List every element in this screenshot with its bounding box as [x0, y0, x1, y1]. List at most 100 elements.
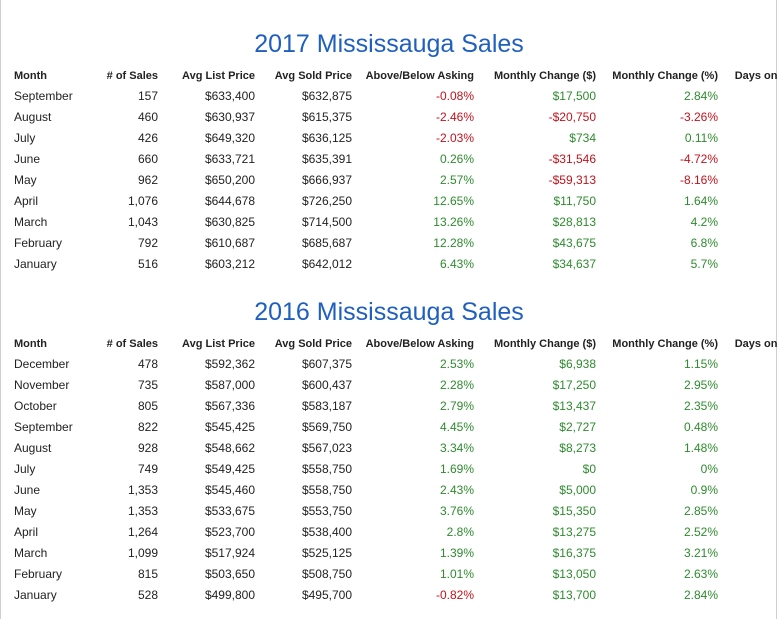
cell-days-on-market: 10 [724, 521, 778, 542]
cell-avg-sold-price: $567,023 [301, 440, 352, 455]
cell-monthly-change-percent: 0.9% [690, 482, 718, 497]
page-border-right [776, 0, 777, 619]
table-row: March 1,043 $630,825 $714,500 13.26% $28,813 4… [8, 211, 778, 232]
column-header-above-below-asking: Above/Below Asking [365, 337, 474, 350]
cell-month: August [14, 109, 52, 124]
cell-avg-sold-price: $632,875 [301, 88, 352, 103]
cell-monthly-change-dollars: $0 [582, 461, 596, 476]
cell-above-below-asking: -0.08% [435, 88, 474, 103]
cell-avg-list-price: $649,320 [204, 130, 255, 145]
column-header-avg-list-price: Avg List Price [182, 337, 255, 350]
cell-month: August [14, 440, 52, 455]
cell-above-below-asking: 3.76% [439, 503, 474, 518]
cell-monthly-change-dollars: $2,727 [559, 419, 596, 434]
sales-table: Month # of Sales Avg List Price Avg Sold… [8, 328, 778, 605]
cell-month: December [14, 356, 70, 371]
cell-month: February [14, 235, 63, 250]
table-row: February 792 $610,687 $685,687 12.28% $43,675… [8, 232, 778, 253]
table-row: April 1,264 $523,700 $538,400 2.8% $13,275 2.5… [8, 521, 778, 542]
cell-days-on-market: 11 [724, 416, 778, 437]
cell-monthly-change-dollars: $43,675 [552, 235, 596, 250]
cell-above-below-asking: 3.34% [439, 440, 474, 455]
cell-avg-sold-price: $558,750 [301, 461, 352, 476]
cell-monthly-change-percent: 2.85% [683, 503, 718, 518]
cell-above-below-asking: 2.28% [439, 377, 474, 392]
cell-above-below-asking: 2.79% [439, 398, 474, 413]
table-row: August 928 $548,662 $567,023 3.34% $8,273 1.48… [8, 437, 778, 458]
cell-avg-list-price: $499,800 [204, 587, 255, 602]
table-row: March 1,099 $517,924 $525,125 1.39% $16,375 3.… [8, 542, 778, 563]
cell-sales-count: 478 [137, 356, 158, 371]
cell-above-below-asking: 2.53% [439, 356, 474, 371]
cell-avg-sold-price: $607,375 [301, 356, 352, 371]
cell-monthly-change-dollars: $17,500 [552, 88, 596, 103]
table-row: November 735 $587,000 $600,437 2.28% $17,250 2… [8, 374, 778, 395]
table-row: April 1,076 $644,678 $726,250 12.65% $11,750 1… [8, 190, 778, 211]
cell-monthly-change-dollars: -$31,546 [548, 151, 596, 166]
cell-avg-list-price: $587,000 [204, 377, 255, 392]
cell-month: October [14, 398, 57, 413]
cell-monthly-change-dollars: $13,437 [552, 398, 596, 413]
cell-sales-count: 805 [137, 398, 158, 413]
cell-avg-sold-price: $600,437 [301, 377, 352, 392]
cell-above-below-asking: 1.01% [439, 566, 474, 581]
cell-monthly-change-dollars: $8,273 [559, 440, 596, 455]
cell-monthly-change-percent: 2.52% [683, 524, 718, 539]
column-header-month: Month [14, 337, 47, 350]
cell-monthly-change-percent: 5.7% [690, 256, 718, 271]
cell-sales-count: 1,353 [127, 503, 158, 518]
cell-sales-count: 749 [137, 461, 158, 476]
cell-monthly-change-percent: 3.21% [683, 545, 718, 560]
column-header-above-below-asking: Above/Below Asking [365, 69, 474, 82]
cell-monthly-change-dollars: $28,813 [552, 214, 596, 229]
cell-monthly-change-dollars: $16,375 [552, 545, 596, 560]
table-title: 2017 Mississauga Sales [254, 30, 524, 58]
cell-sales-count: 1,043 [127, 214, 158, 229]
table-body: December 478 $592,362 $607,375 2.53% $6,938 1.… [8, 353, 778, 605]
cell-avg-list-price: $592,362 [204, 356, 255, 371]
cell-monthly-change-dollars: $734 [569, 130, 596, 145]
cell-monthly-change-dollars: $11,750 [553, 193, 597, 208]
sales-table: Month # of Sales Avg List Price Avg Sold… [8, 60, 778, 274]
cell-avg-list-price: $650,200 [204, 172, 255, 187]
cell-monthly-change-percent: -4.72% [679, 151, 718, 166]
column-header-month: Month [14, 69, 47, 82]
table-row: October 805 $567,336 $583,187 2.79% $13,437 2.… [8, 395, 778, 416]
cell-monthly-change-dollars: $13,275 [552, 524, 596, 539]
cell-avg-sold-price: $642,012 [301, 256, 352, 271]
cell-avg-list-price: $503,650 [204, 566, 255, 581]
cell-above-below-asking: 4.45% [439, 419, 474, 434]
cell-monthly-change-percent: 1.15% [683, 356, 718, 371]
table-row: July 426 $649,320 $636,125 -2.03% $734 0.11% 17 [8, 127, 778, 148]
cell-avg-sold-price: $636,125 [301, 130, 352, 145]
sales-section-2016: 2016 Mississauga Sales Month # of Sales … [0, 296, 778, 605]
column-header-sales: # of Sales [106, 69, 158, 82]
cell-sales-count: 822 [137, 419, 158, 434]
cell-month: January [14, 256, 57, 271]
table-row: August 460 $630,937 $615,375 -2.46% -$20,750 -… [8, 106, 778, 127]
cell-month: September [14, 88, 73, 103]
cell-monthly-change-dollars: $6,938 [559, 356, 596, 371]
cell-avg-sold-price: $538,400 [301, 524, 352, 539]
cell-days-on-market: 7 [724, 253, 778, 274]
table-row: May 1,353 $533,675 $553,750 3.76% $15,350 2.85… [8, 500, 778, 521]
cell-monthly-change-percent: 2.84% [683, 587, 718, 602]
cell-avg-list-price: $567,336 [204, 398, 255, 413]
cell-monthly-change-dollars: -$20,750 [548, 109, 596, 124]
cell-month: July [14, 130, 36, 145]
cell-monthly-change-percent: 2.84% [683, 88, 718, 103]
cell-days-on-market: 11 [724, 458, 778, 479]
cell-avg-sold-price: $508,750 [301, 566, 352, 581]
cell-days-on-market: 11 [724, 542, 778, 563]
table-header-row: Month # of Sales Avg List Price Avg Sold… [8, 328, 778, 353]
cell-month: May [14, 503, 37, 518]
cell-above-below-asking: 13.26% [433, 214, 474, 229]
cell-avg-list-price: $545,425 [204, 419, 255, 434]
cell-month: April [14, 524, 39, 539]
cell-avg-sold-price: $583,187 [301, 398, 352, 413]
cell-above-below-asking: -2.46% [435, 109, 474, 124]
cell-monthly-change-dollars: $13,700 [552, 587, 596, 602]
cell-avg-list-price: $549,425 [204, 461, 255, 476]
cell-month: February [14, 566, 63, 581]
cell-sales-count: 426 [137, 130, 158, 145]
